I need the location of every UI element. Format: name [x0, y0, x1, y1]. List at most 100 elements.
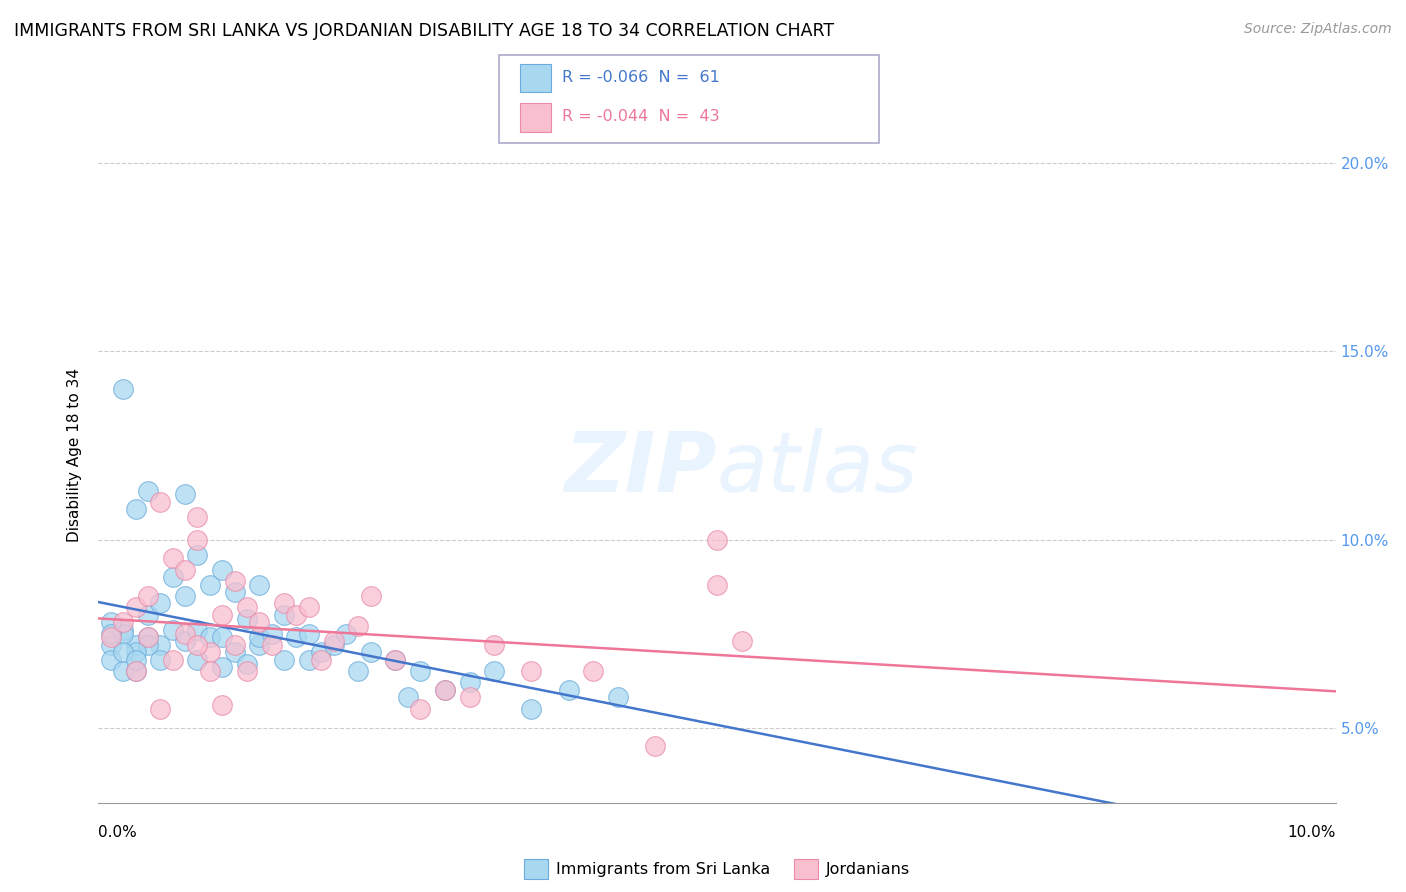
Point	[186, 510, 208, 524]
Point	[706, 577, 728, 591]
Point	[236, 600, 259, 615]
Point	[322, 638, 344, 652]
Point	[124, 645, 146, 659]
Point	[198, 630, 221, 644]
Point	[409, 664, 432, 678]
Point	[136, 630, 159, 644]
Point	[298, 653, 321, 667]
Point	[112, 645, 135, 659]
Point	[124, 664, 146, 678]
Point	[100, 653, 122, 667]
Point	[211, 630, 233, 644]
Point	[433, 683, 456, 698]
Point	[112, 623, 135, 637]
Point	[484, 638, 506, 652]
Point	[136, 630, 159, 644]
Point	[162, 623, 184, 637]
Point	[100, 615, 122, 630]
Text: R = -0.044  N =  43: R = -0.044 N = 43	[562, 109, 720, 124]
Point	[124, 653, 146, 667]
Point	[224, 574, 246, 588]
Point	[273, 653, 295, 667]
Point	[186, 548, 208, 562]
Point	[149, 495, 172, 509]
Text: 0.0%: 0.0%	[98, 825, 138, 840]
Point	[174, 487, 197, 501]
Point	[433, 683, 456, 698]
Point	[124, 664, 146, 678]
Point	[149, 638, 172, 652]
Point	[298, 600, 321, 615]
Point	[557, 683, 579, 698]
Point	[731, 634, 754, 648]
Point	[309, 645, 332, 659]
Point	[384, 653, 406, 667]
Point	[112, 626, 135, 640]
Point	[211, 563, 233, 577]
Point	[347, 664, 370, 678]
Point	[186, 533, 208, 547]
Point	[360, 645, 382, 659]
Point	[124, 502, 146, 516]
Point	[224, 585, 246, 599]
Text: Source: ZipAtlas.com: Source: ZipAtlas.com	[1244, 22, 1392, 37]
Point	[136, 483, 159, 498]
Point	[162, 653, 184, 667]
Point	[458, 675, 481, 690]
Point	[198, 645, 221, 659]
Point	[162, 551, 184, 566]
Point	[360, 589, 382, 603]
Point	[211, 660, 233, 674]
Point	[247, 638, 270, 652]
Point	[322, 634, 344, 648]
Point	[149, 597, 172, 611]
Point	[186, 623, 208, 637]
Legend: Immigrants from Sri Lanka, Jordanians: Immigrants from Sri Lanka, Jordanians	[517, 853, 917, 885]
Point	[174, 589, 197, 603]
Point	[198, 577, 221, 591]
Point	[174, 563, 197, 577]
Point	[224, 645, 246, 659]
Point	[236, 611, 259, 625]
Point	[124, 600, 146, 615]
Point	[273, 607, 295, 622]
Point	[298, 626, 321, 640]
Text: 10.0%: 10.0%	[1288, 825, 1336, 840]
Text: IMMIGRANTS FROM SRI LANKA VS JORDANIAN DISABILITY AGE 18 TO 34 CORRELATION CHART: IMMIGRANTS FROM SRI LANKA VS JORDANIAN D…	[14, 22, 834, 40]
Point	[260, 638, 283, 652]
Point	[335, 626, 357, 640]
Y-axis label: Disability Age 18 to 34: Disability Age 18 to 34	[67, 368, 83, 542]
Point	[124, 638, 146, 652]
Point	[136, 589, 159, 603]
Point	[174, 634, 197, 648]
Point	[100, 626, 122, 640]
Point	[309, 653, 332, 667]
Point	[186, 638, 208, 652]
Text: ZIP: ZIP	[564, 428, 717, 509]
Point	[236, 657, 259, 671]
Point	[409, 702, 432, 716]
Point	[211, 698, 233, 712]
Point	[136, 638, 159, 652]
Point	[260, 626, 283, 640]
Point	[520, 702, 543, 716]
Point	[149, 653, 172, 667]
Point	[384, 653, 406, 667]
Point	[186, 653, 208, 667]
Text: R = -0.066  N =  61: R = -0.066 N = 61	[562, 70, 720, 85]
Point	[162, 570, 184, 584]
Point	[273, 597, 295, 611]
Point	[285, 630, 308, 644]
Point	[582, 664, 605, 678]
Point	[247, 615, 270, 630]
Point	[484, 664, 506, 678]
Point	[100, 630, 122, 644]
Text: atlas: atlas	[717, 428, 918, 509]
Point	[520, 664, 543, 678]
Point	[136, 607, 159, 622]
Point	[706, 533, 728, 547]
Point	[458, 690, 481, 705]
Point	[100, 638, 122, 652]
Point	[347, 619, 370, 633]
Point	[607, 690, 630, 705]
